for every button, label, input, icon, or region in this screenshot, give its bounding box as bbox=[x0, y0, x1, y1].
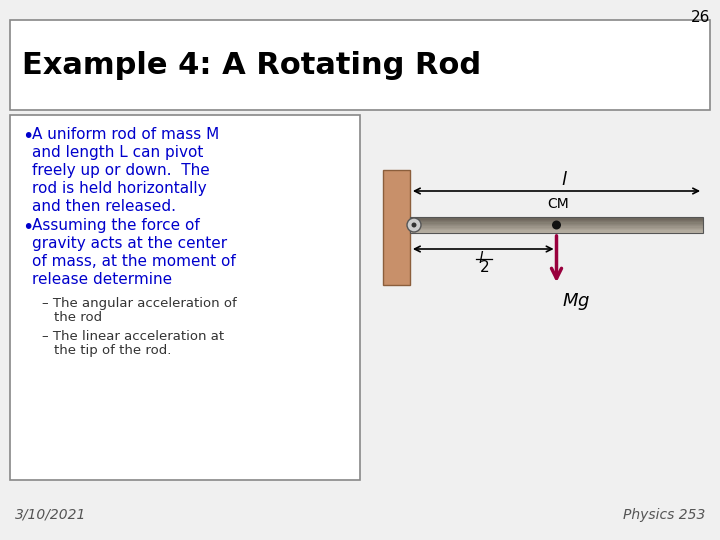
Bar bbox=[410, 217, 703, 233]
Text: A uniform rod of mass M: A uniform rod of mass M bbox=[32, 127, 220, 142]
Bar bbox=[410, 225, 703, 226]
Bar bbox=[410, 220, 703, 221]
Circle shape bbox=[552, 220, 561, 230]
Bar bbox=[410, 229, 703, 231]
Bar bbox=[410, 222, 703, 224]
Text: and length L can pivot: and length L can pivot bbox=[32, 145, 203, 160]
Text: of mass, at the moment of: of mass, at the moment of bbox=[32, 254, 235, 269]
Text: release determine: release determine bbox=[32, 272, 172, 287]
Bar bbox=[10, 115, 360, 480]
Circle shape bbox=[407, 218, 421, 232]
Text: freely up or down.  The: freely up or down. The bbox=[32, 163, 210, 178]
Text: Physics 253: Physics 253 bbox=[623, 508, 705, 522]
Bar bbox=[410, 217, 703, 218]
Bar bbox=[410, 218, 703, 220]
Text: CM: CM bbox=[548, 197, 570, 211]
Bar bbox=[410, 221, 703, 222]
Bar bbox=[410, 224, 703, 225]
Text: Example 4: A Rotating Rod: Example 4: A Rotating Rod bbox=[22, 51, 481, 79]
Text: the rod: the rod bbox=[54, 311, 102, 324]
Bar bbox=[410, 226, 703, 228]
Text: 26: 26 bbox=[690, 10, 710, 25]
Text: 3/10/2021: 3/10/2021 bbox=[15, 508, 86, 522]
Text: $l$: $l$ bbox=[478, 250, 485, 266]
Text: – The linear acceleration at: – The linear acceleration at bbox=[42, 330, 224, 343]
Circle shape bbox=[412, 222, 416, 227]
Text: •: • bbox=[22, 127, 33, 146]
Text: •: • bbox=[22, 218, 33, 237]
Bar bbox=[10, 20, 710, 110]
Text: 2: 2 bbox=[480, 260, 489, 275]
Text: $Mg$: $Mg$ bbox=[562, 291, 591, 312]
Bar bbox=[410, 232, 703, 233]
Bar bbox=[410, 231, 703, 232]
Text: and then released.: and then released. bbox=[32, 199, 176, 214]
Text: – The angular acceleration of: – The angular acceleration of bbox=[42, 297, 237, 310]
Text: $l$: $l$ bbox=[561, 171, 568, 189]
Text: gravity acts at the center: gravity acts at the center bbox=[32, 236, 227, 251]
Text: Assuming the force of: Assuming the force of bbox=[32, 218, 199, 233]
Text: the tip of the rod.: the tip of the rod. bbox=[54, 344, 171, 357]
Bar bbox=[383, 170, 410, 285]
Bar bbox=[410, 228, 703, 229]
Text: rod is held horizontally: rod is held horizontally bbox=[32, 181, 207, 196]
